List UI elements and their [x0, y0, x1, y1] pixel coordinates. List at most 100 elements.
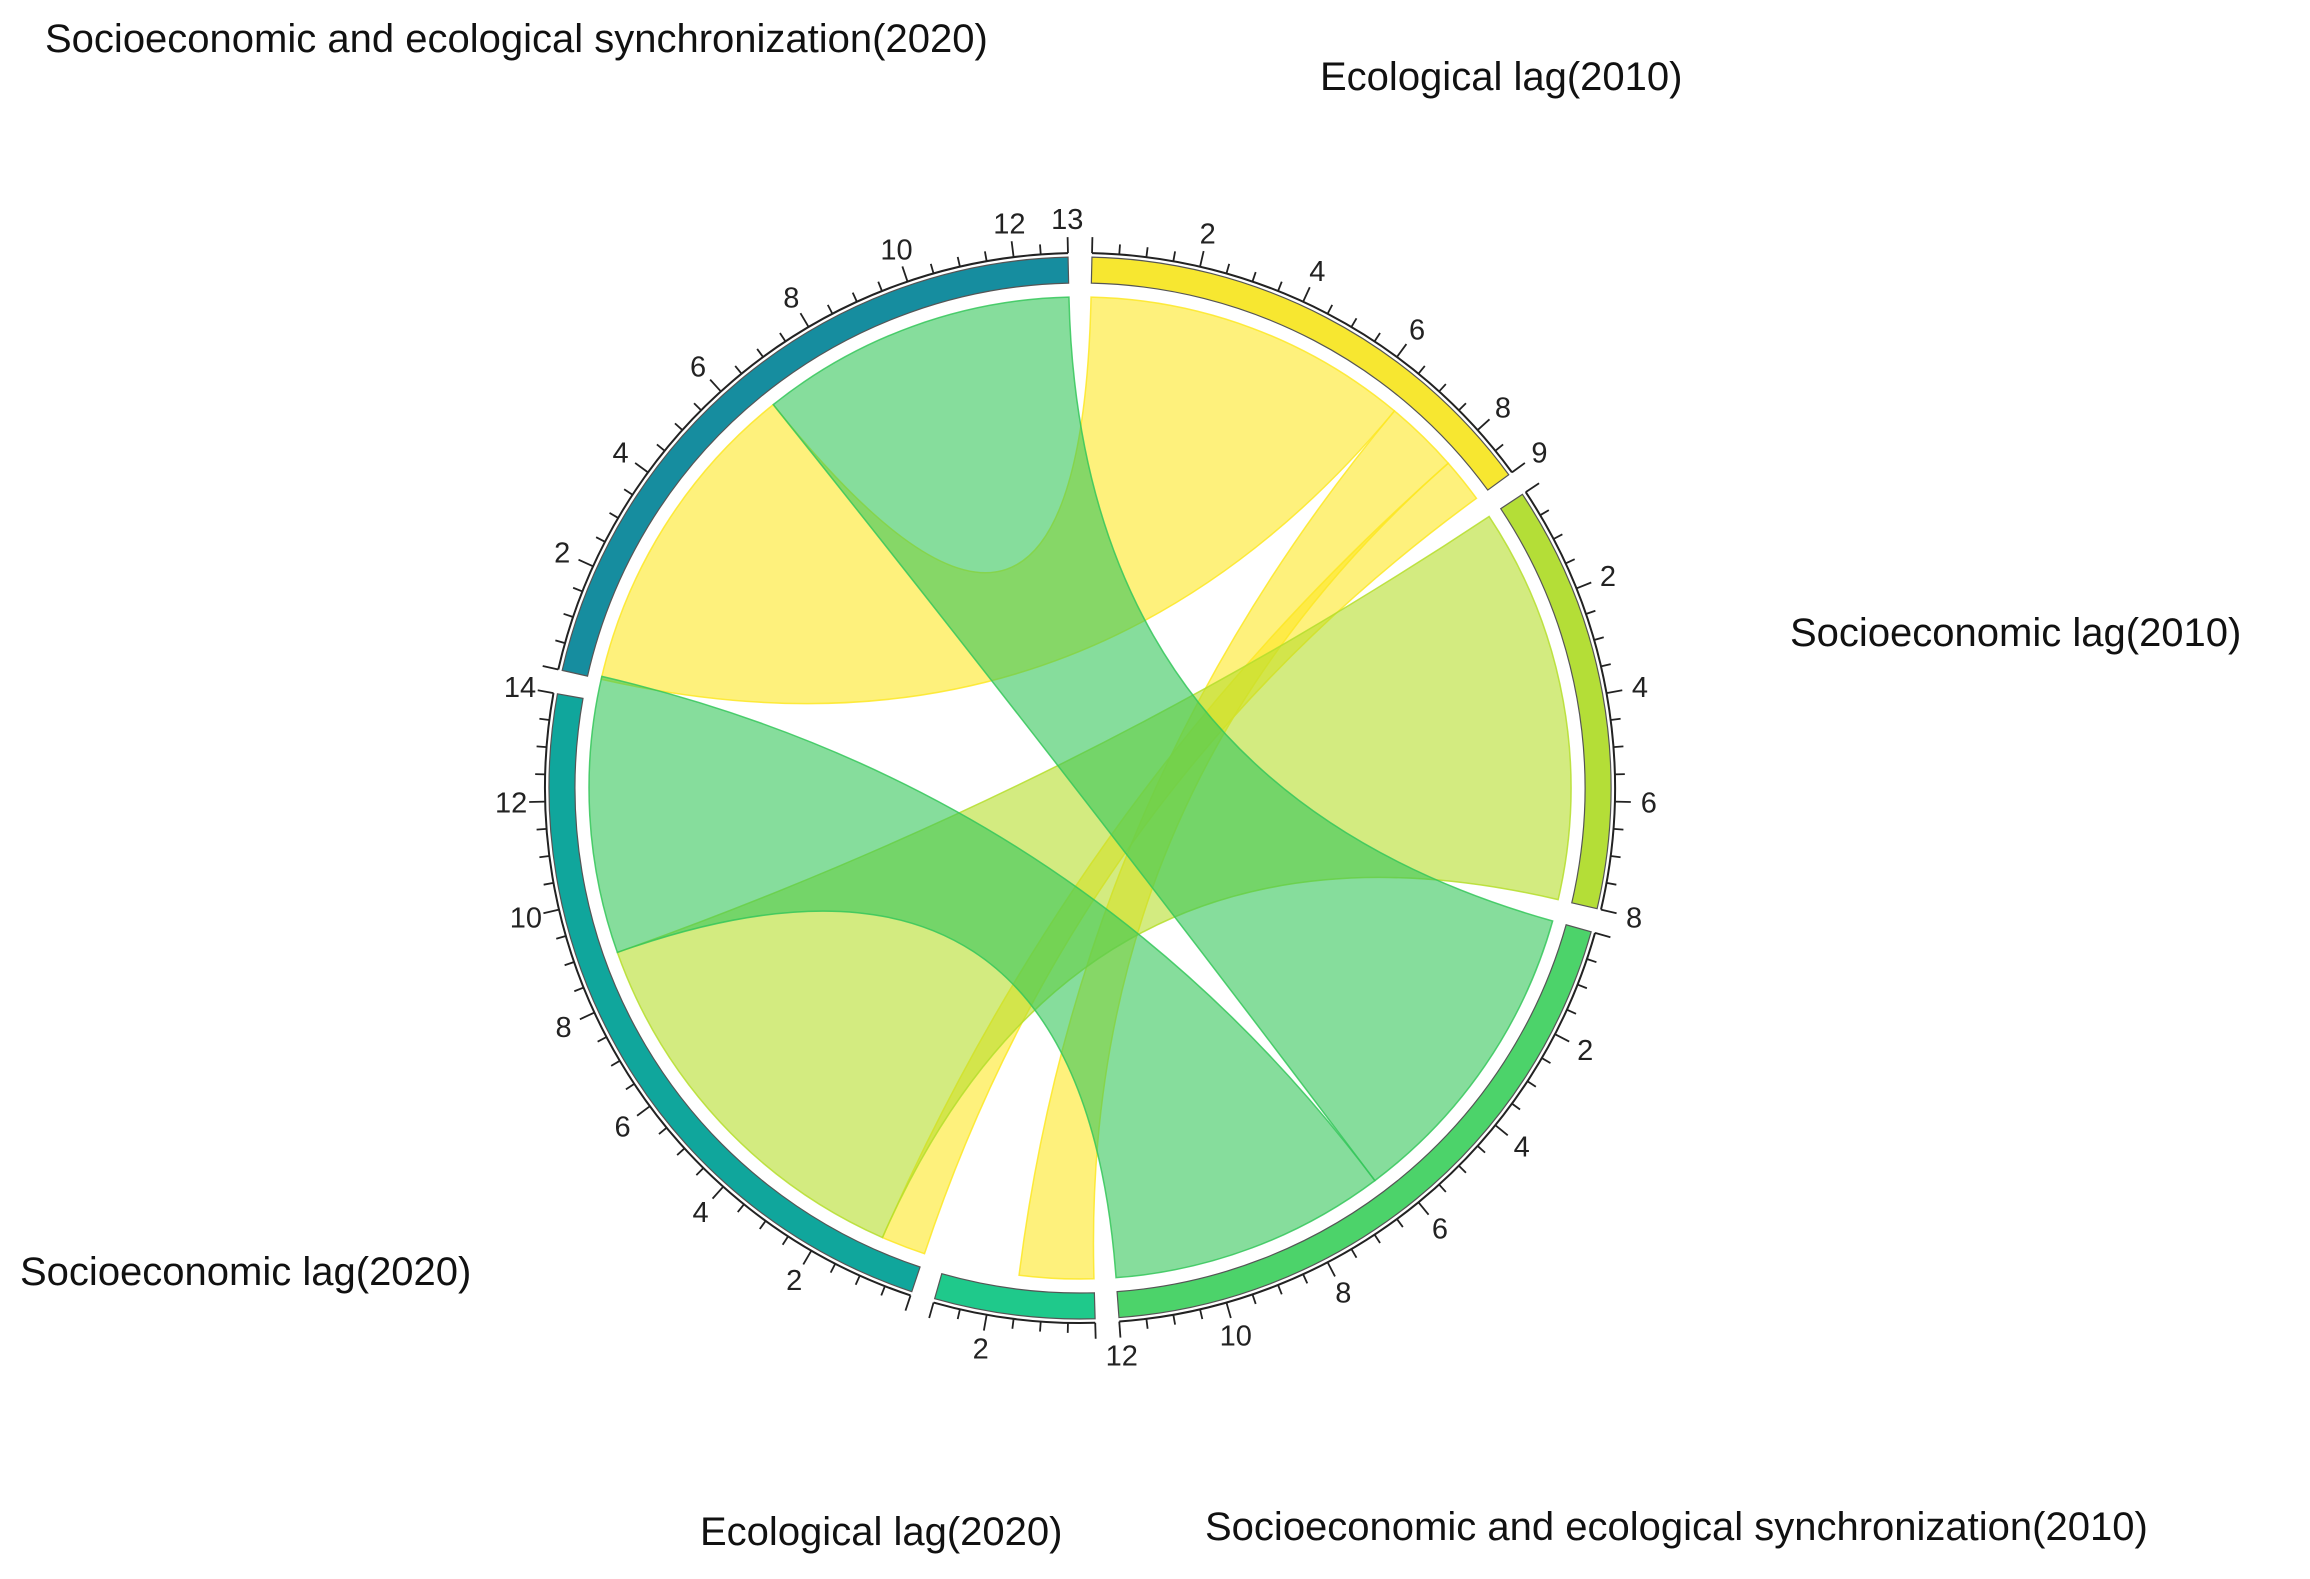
- tick-mark: [1585, 609, 1596, 615]
- tick-label: 10: [880, 234, 912, 266]
- tick-mark: [1610, 855, 1621, 859]
- tick-mark: [1511, 1102, 1521, 1111]
- tick-mark: [737, 1203, 745, 1213]
- ribbons-layer: [588, 296, 1572, 1280]
- tick-mark: [543, 882, 554, 886]
- tick-mark: [709, 378, 722, 393]
- tick-mark: [982, 1314, 988, 1331]
- tick-mark: [851, 292, 858, 303]
- tick-mark: [597, 1036, 607, 1043]
- tick-mark: [734, 365, 743, 375]
- tick-mark: [799, 312, 810, 328]
- tick-mark: [1541, 1057, 1551, 1064]
- sector-axis-soc_2010: [1524, 491, 1616, 910]
- tick-mark: [1417, 365, 1426, 375]
- tick-mark: [656, 443, 666, 452]
- tick-mark: [537, 689, 554, 694]
- tick-label: 4: [613, 437, 629, 469]
- tick-label: 8: [1495, 392, 1511, 424]
- tick-mark: [658, 1127, 668, 1135]
- tick-label: 6: [615, 1111, 631, 1143]
- tick-mark: [1553, 533, 1563, 540]
- tick-mark: [1251, 271, 1257, 282]
- tick-mark: [854, 1275, 861, 1286]
- tick-mark: [623, 488, 634, 496]
- sector-arc-soc_2010: [1499, 493, 1612, 910]
- tick-mark: [1593, 636, 1604, 641]
- tick-mark: [536, 827, 547, 831]
- tick-mark: [564, 961, 575, 967]
- tick-mark: [536, 745, 547, 749]
- tick-mark: [1302, 286, 1311, 303]
- tick-label: 10: [510, 902, 542, 934]
- tick-mark: [1577, 983, 1588, 990]
- tick-mark: [542, 665, 559, 671]
- sector-axis-soc_2020: [544, 692, 911, 1297]
- tick-mark: [1251, 1294, 1257, 1305]
- tick-mark: [1600, 663, 1611, 668]
- tick-label: 2: [1577, 1035, 1593, 1067]
- tick-mark: [1172, 1314, 1176, 1325]
- sector-arc-sync_2020: [561, 256, 1070, 677]
- tick-mark: [1477, 418, 1491, 431]
- tick-mark: [563, 612, 574, 618]
- tick-mark: [539, 717, 550, 721]
- tick-mark: [1172, 251, 1176, 262]
- tick-mark: [1010, 241, 1015, 258]
- tick-mark: [759, 1220, 767, 1230]
- tick-mark: [1277, 281, 1283, 292]
- tick-mark: [779, 332, 787, 342]
- tick-label: 4: [1309, 256, 1325, 288]
- tick-mark: [1326, 304, 1334, 315]
- tick-mark: [1039, 1321, 1042, 1332]
- tick-mark: [539, 855, 550, 859]
- tick-label: 4: [1632, 672, 1648, 704]
- tick-label: 8: [555, 1012, 571, 1044]
- tick-label: 2: [786, 1265, 802, 1297]
- tick-mark: [1417, 1201, 1430, 1216]
- tick-mark: [1225, 1302, 1232, 1319]
- tick-mark: [904, 1295, 912, 1311]
- tick-mark: [711, 1186, 724, 1200]
- tick-mark: [1118, 244, 1121, 255]
- sector-arc-sync_2010: [1116, 924, 1592, 1319]
- tick-mark: [802, 1250, 813, 1265]
- tick-mark: [1199, 1309, 1204, 1320]
- tick-mark: [1613, 745, 1624, 749]
- tick-label: 8: [783, 283, 799, 315]
- tick-label: 8: [1626, 902, 1642, 934]
- sector-arc-eco_2010: [1090, 256, 1510, 491]
- tick-mark: [1039, 244, 1042, 255]
- tick-mark: [984, 251, 988, 262]
- sector-label-eco_2010: Ecological lag(2010): [1320, 55, 1682, 99]
- sector-label-sync_2010: Socioeconomic and ecological synchroniza…: [1205, 1505, 2148, 1549]
- tick-mark: [1606, 689, 1623, 694]
- tick-label: 2: [1600, 561, 1616, 593]
- tick-mark: [625, 1083, 635, 1091]
- tick-mark: [829, 1263, 837, 1274]
- tick-mark: [543, 908, 560, 915]
- sector-label-eco_2020: Ecological lag(2020): [700, 1510, 1062, 1554]
- tick-mark: [1396, 1218, 1404, 1228]
- tick-mark: [1526, 1080, 1537, 1088]
- tick-label: 2: [973, 1333, 989, 1365]
- tick-mark: [1600, 908, 1617, 915]
- tick-mark: [573, 986, 584, 993]
- tick-label: 2: [554, 537, 570, 569]
- tick-mark: [877, 281, 883, 292]
- sector-label-soc_2010: Socioeconomic lag(2010): [1790, 611, 2241, 655]
- tick-label: 13: [1051, 204, 1083, 236]
- ribbon-sync_2010-to-soc_2020: [588, 675, 1376, 1279]
- sector-label-sync_2020: Socioeconomic and ecological synchroniza…: [45, 17, 988, 61]
- tick-mark: [756, 348, 764, 358]
- tick-mark: [1477, 1145, 1486, 1154]
- sector-arc-soc_2020: [548, 693, 921, 1293]
- ribbon-soc_2010-to-soc_2020: [616, 515, 1572, 1239]
- tick-mark: [634, 462, 649, 474]
- tick-mark: [1594, 932, 1611, 939]
- tick-mark: [1373, 1234, 1381, 1244]
- tick-mark: [1458, 402, 1467, 411]
- tick-mark: [928, 1302, 935, 1319]
- tick-mark: [1494, 443, 1504, 452]
